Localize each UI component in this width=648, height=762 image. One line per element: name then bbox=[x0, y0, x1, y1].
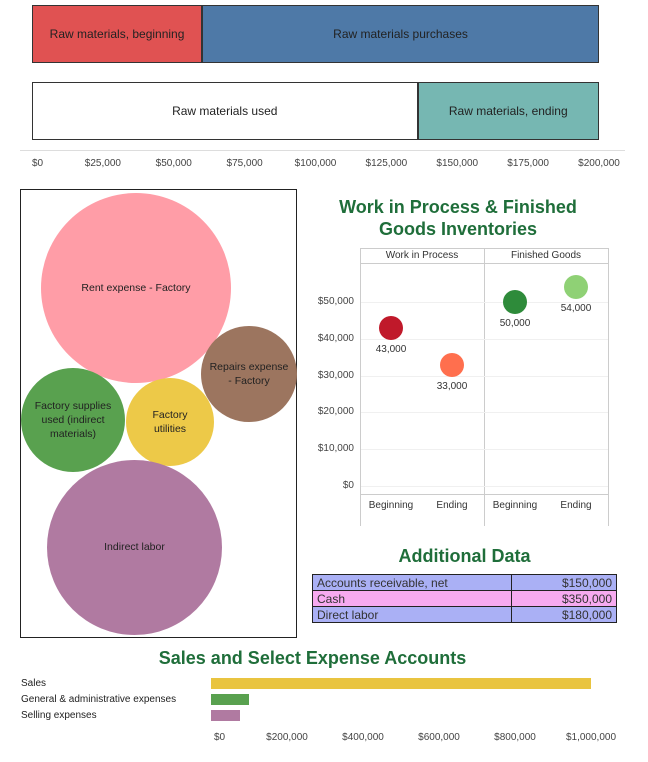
x-label: Beginning bbox=[492, 500, 538, 511]
overhead-bubble-panel: Rent expense - Factory Repairs expense -… bbox=[20, 189, 297, 638]
tick-label: $100,000 bbox=[294, 158, 337, 169]
bar-general-admin[interactable] bbox=[211, 694, 249, 705]
row-value: $150,000 bbox=[511, 574, 617, 591]
tick-label: $400,000 bbox=[342, 732, 384, 743]
tick-label: $0 bbox=[214, 732, 226, 743]
tick-label: $50,000 bbox=[155, 158, 192, 169]
x-label: Ending bbox=[436, 500, 468, 511]
data-label: 43,000 bbox=[375, 343, 407, 355]
plot-right-border bbox=[608, 248, 609, 526]
tick-label: $175,000 bbox=[507, 158, 549, 169]
bar-sales[interactable] bbox=[211, 678, 591, 689]
table-row[interactable]: Accounts receivable, net $150,000 bbox=[312, 574, 617, 591]
bar-label-sales: Sales bbox=[21, 678, 47, 689]
data-point[interactable] bbox=[440, 352, 464, 377]
tick-label: $800,000 bbox=[494, 732, 536, 743]
data-point[interactable] bbox=[379, 315, 403, 340]
bar-label: Raw materials used bbox=[172, 104, 278, 118]
axis-line bbox=[20, 150, 625, 151]
bar-raw-materials-purchases[interactable]: Raw materials purchases bbox=[202, 5, 599, 63]
bubble-label: Factory utilities bbox=[152, 408, 188, 435]
y-tick-label: $0 bbox=[342, 480, 354, 491]
data-label: 54,000 bbox=[560, 303, 592, 315]
bar-label: Raw materials, ending bbox=[448, 104, 568, 118]
y-tick-label: $40,000 bbox=[317, 332, 354, 344]
sales-expenses-title: Sales and Select Expense Accounts bbox=[158, 648, 467, 668]
bubble-label: Repairs expense - Factory bbox=[209, 360, 289, 387]
header-finished-goods: Finished Goods bbox=[510, 250, 582, 261]
tick-label: $150,000 bbox=[436, 158, 479, 169]
tick-label: $75,000 bbox=[226, 158, 263, 169]
bubble-label: Factory supplies used (indirect material… bbox=[34, 399, 112, 441]
data-label: 33,000 bbox=[436, 380, 468, 392]
gridline bbox=[361, 302, 608, 303]
x-axis-line bbox=[360, 494, 608, 495]
row-value: $350,000 bbox=[511, 590, 617, 607]
tick-label: $200,000 bbox=[578, 158, 620, 169]
gridline bbox=[361, 412, 608, 414]
x-label: Ending bbox=[560, 500, 592, 511]
additional-data-title: Additional Data bbox=[398, 546, 531, 566]
bar-raw-materials-used[interactable]: Raw materials used bbox=[32, 82, 418, 140]
header-work-in-process: Work in Process bbox=[385, 250, 459, 261]
bubble-repairs-expense-factory[interactable]: Repairs expense - Factory bbox=[201, 326, 297, 422]
row-value: $180,000 bbox=[511, 606, 617, 623]
tick-label: $0 bbox=[32, 158, 44, 169]
gridline bbox=[361, 375, 608, 377]
table-row[interactable]: Cash $350,000 bbox=[312, 590, 617, 607]
bar-label-general-admin: General & administrative expenses bbox=[21, 694, 177, 705]
tick-label: $25,000 bbox=[84, 158, 121, 169]
bubble-rent-expense-factory[interactable]: Rent expense - Factory bbox=[41, 193, 231, 383]
gridline bbox=[361, 486, 608, 487]
row-label: Cash bbox=[312, 590, 512, 607]
bubble-factory-utilities[interactable]: Factory utilities bbox=[126, 378, 214, 466]
y-tick-label: $50,000 bbox=[317, 296, 354, 307]
additional-data-table: Accounts receivable, net $150,000 Cash $… bbox=[312, 574, 617, 623]
bar-label: Raw materials purchases bbox=[333, 27, 468, 41]
tick-label: $1,000,000 bbox=[565, 732, 617, 743]
plot-left-border bbox=[360, 248, 361, 526]
tick-label: $125,000 bbox=[365, 158, 408, 169]
y-tick-label: $20,000 bbox=[317, 406, 354, 418]
x-label: Beginning bbox=[368, 500, 414, 511]
bubble-factory-supplies-used[interactable]: Factory supplies used (indirect material… bbox=[21, 368, 125, 472]
row-label: Accounts receivable, net bbox=[312, 574, 512, 591]
gridline bbox=[361, 449, 608, 451]
bar-selling[interactable] bbox=[211, 710, 240, 721]
bar-label: Raw materials, beginning bbox=[49, 27, 185, 41]
gridline bbox=[361, 338, 608, 340]
bubble-label: Indirect labor bbox=[104, 541, 165, 554]
data-point[interactable] bbox=[564, 275, 588, 300]
bubble-label: Rent expense - Factory bbox=[81, 281, 191, 294]
bar-raw-materials-ending[interactable]: Raw materials, ending bbox=[417, 82, 599, 140]
y-tick-label: $10,000 bbox=[317, 443, 354, 455]
bar-raw-materials-beginning[interactable]: Raw materials, beginning bbox=[32, 5, 203, 63]
table-row[interactable]: Direct labor $180,000 bbox=[312, 606, 617, 623]
data-point[interactable] bbox=[503, 290, 527, 314]
wip-fg-title: Work in Process & Finished Goods Invento… bbox=[339, 197, 577, 239]
pane-divider bbox=[484, 248, 485, 526]
tick-label: $200,000 bbox=[266, 732, 308, 743]
y-tick-label: $30,000 bbox=[317, 369, 354, 381]
row-label: Direct labor bbox=[312, 606, 512, 623]
tick-label: $600,000 bbox=[418, 732, 460, 743]
data-label: 50,000 bbox=[499, 318, 531, 329]
bubble-indirect-labor[interactable]: Indirect labor bbox=[47, 460, 222, 635]
bar-label-selling: Selling expenses bbox=[21, 710, 97, 721]
